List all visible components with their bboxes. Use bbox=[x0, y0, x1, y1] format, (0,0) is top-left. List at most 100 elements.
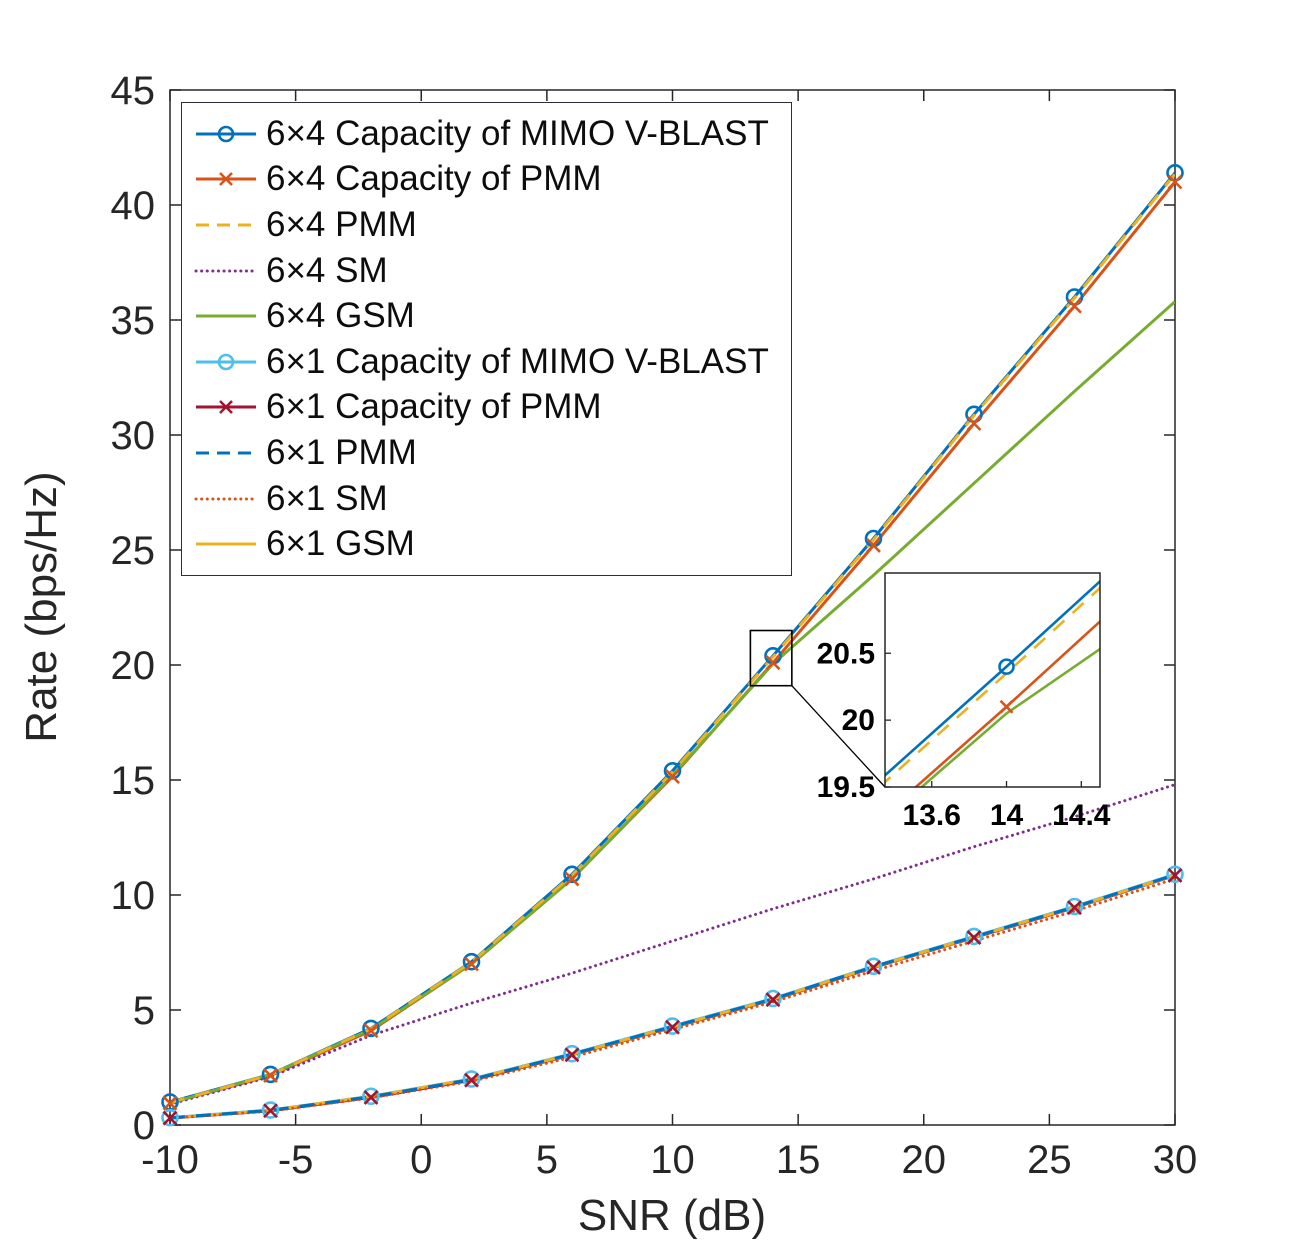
x-tick-label: 30 bbox=[1153, 1138, 1198, 1182]
x-marker bbox=[866, 960, 881, 975]
legend-line-sample bbox=[194, 269, 258, 273]
x-marker bbox=[765, 992, 781, 1008]
x-marker bbox=[363, 1023, 379, 1039]
inset-y-tick-label: 19.5 bbox=[817, 771, 875, 804]
circle-marker bbox=[563, 865, 581, 884]
inset-x-tick-label: 14.4 bbox=[1052, 799, 1111, 832]
y-tick-label: 40 bbox=[111, 184, 156, 228]
inset-x-tick-label: 13.6 bbox=[903, 799, 961, 832]
legend-item-label: 6×1 GSM bbox=[266, 524, 415, 564]
series-line bbox=[170, 873, 1175, 1120]
legend-item: 6×4 SM bbox=[194, 248, 769, 294]
circle-marker bbox=[362, 1087, 380, 1106]
legend-item-label: 6×1 PMM bbox=[266, 432, 417, 472]
legend-item-label: 6×4 Capacity of PMM bbox=[266, 159, 602, 199]
legend-item-label: 6×4 GSM bbox=[266, 296, 415, 336]
legend-item-label: 6×1 Capacity of PMM bbox=[266, 387, 602, 427]
legend-line-sample bbox=[196, 223, 256, 227]
y-tick-label: 5 bbox=[133, 989, 155, 1033]
x-marker bbox=[966, 930, 982, 945]
legend-item: 6×1 Capacity of PMM bbox=[194, 385, 769, 431]
circle-marker bbox=[1065, 897, 1084, 916]
x-tick-label: 15 bbox=[776, 1138, 821, 1182]
x-marker bbox=[564, 871, 580, 887]
zoom-source-rect bbox=[749, 629, 793, 687]
y-tick-label: 25 bbox=[111, 529, 156, 573]
series-line bbox=[170, 783, 1175, 1106]
legend-item-label: 6×4 Capacity of MIMO V-BLAST bbox=[266, 113, 769, 153]
x-marker bbox=[765, 655, 781, 671]
circle-marker bbox=[998, 658, 1015, 675]
series-line bbox=[170, 872, 1175, 1120]
x-tick-label: -10 bbox=[141, 1138, 199, 1182]
legend-line-sample bbox=[196, 172, 256, 187]
x-marker bbox=[1067, 900, 1082, 916]
inset-x-tick-label: 14 bbox=[990, 799, 1024, 832]
circle-marker bbox=[261, 1065, 280, 1084]
legend-item: 6×4 PMM bbox=[194, 202, 769, 248]
circle-marker bbox=[462, 952, 481, 971]
x-tick-label: 10 bbox=[650, 1138, 695, 1182]
y-tick-label: 35 bbox=[111, 299, 156, 343]
legend-line-sample bbox=[196, 542, 256, 546]
series-line bbox=[170, 877, 1175, 1120]
inset-box bbox=[884, 572, 1101, 788]
inset-y-tick-label: 20 bbox=[842, 704, 875, 737]
legend-item-label: 6×4 SM bbox=[266, 250, 388, 290]
y-tick-label: 30 bbox=[111, 414, 156, 458]
y-tick-label: 10 bbox=[111, 874, 156, 918]
x-marker bbox=[1167, 174, 1183, 190]
x-marker bbox=[966, 416, 982, 431]
legend-item: 6×4 Capacity of PMM bbox=[194, 157, 769, 203]
circle-marker bbox=[462, 1070, 481, 1088]
x-marker bbox=[363, 1089, 379, 1105]
legend-line-sample bbox=[196, 400, 256, 415]
x-tick-label: 25 bbox=[1027, 1138, 1072, 1182]
x-marker bbox=[999, 699, 1014, 714]
circle-marker bbox=[161, 1108, 179, 1127]
circle-marker bbox=[261, 1101, 280, 1119]
x-marker bbox=[1067, 298, 1082, 314]
x-marker bbox=[464, 956, 479, 972]
x-tick-label: -5 bbox=[278, 1138, 314, 1182]
legend-item: 6×1 GSM bbox=[194, 521, 769, 567]
legend-item: 6×1 Capacity of MIMO V-BLAST bbox=[194, 339, 769, 385]
x-marker bbox=[464, 1072, 479, 1088]
x-marker bbox=[564, 1047, 580, 1063]
x-marker bbox=[866, 537, 881, 553]
legend-item: 6×1 PMM bbox=[194, 430, 769, 476]
circle-marker bbox=[764, 989, 782, 1008]
circle-marker bbox=[965, 927, 983, 946]
legend-line-sample bbox=[196, 314, 256, 318]
legend-item: 6×4 GSM bbox=[194, 293, 769, 339]
legend-item-label: 6×1 Capacity of MIMO V-BLAST bbox=[266, 341, 769, 381]
x-marker bbox=[219, 172, 233, 187]
x-marker bbox=[263, 1103, 278, 1119]
x-axis-label: SNR (dB) bbox=[578, 1191, 766, 1240]
legend-line-sample bbox=[196, 353, 256, 371]
circle-marker bbox=[362, 1019, 380, 1038]
x-marker bbox=[219, 400, 233, 415]
series-line bbox=[170, 874, 1175, 1120]
y-tick-label: 15 bbox=[111, 759, 156, 803]
circle-marker bbox=[1166, 865, 1184, 884]
legend-item-label: 6×1 SM bbox=[266, 478, 388, 518]
legend-item: 6×4 Capacity of MIMO V-BLAST bbox=[194, 111, 769, 157]
y-tick-label: 45 bbox=[111, 69, 156, 113]
x-marker bbox=[665, 769, 680, 784]
circle-marker bbox=[563, 1044, 581, 1063]
circle-marker bbox=[663, 1017, 682, 1035]
legend-line-sample bbox=[196, 125, 256, 143]
x-marker bbox=[162, 1110, 178, 1126]
legend-line-sample bbox=[194, 497, 258, 501]
x-marker bbox=[162, 1095, 178, 1111]
x-marker bbox=[665, 1019, 680, 1035]
legend-line-sample bbox=[196, 451, 256, 455]
series-line bbox=[170, 873, 1175, 1120]
main-marker-group bbox=[161, 164, 1184, 1127]
main-series-group bbox=[170, 171, 1175, 1120]
y-axis-label: Rate (bps/Hz) bbox=[17, 471, 66, 742]
